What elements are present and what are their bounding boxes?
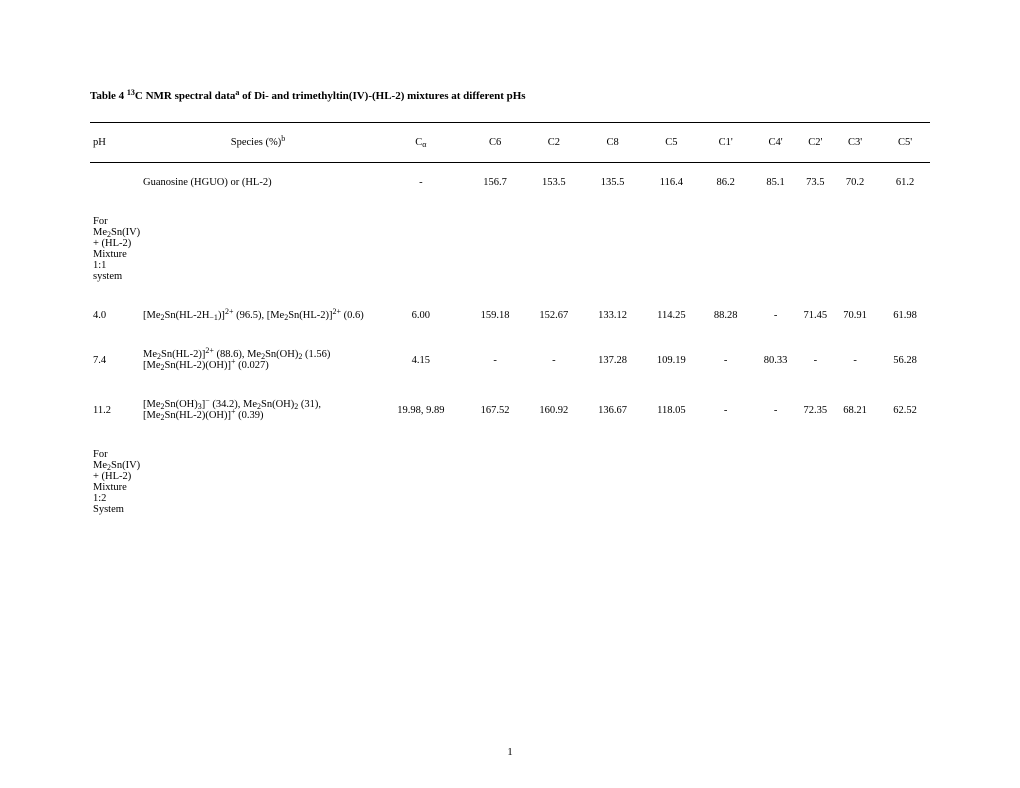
section-row: For Me2Sn(IV) + (HL-2) Mixture 1:2 Syste… bbox=[90, 435, 930, 529]
cell-c6: - bbox=[466, 335, 525, 385]
cell-c1p: - bbox=[701, 385, 751, 435]
data-table: pH Species (%)b Cα C6 C2 C8 C5 C1' C4' C… bbox=[90, 122, 930, 529]
header-calpha: Cα bbox=[376, 123, 466, 163]
section-label: For Me2Sn(IV) + (HL-2) Mixture 1:1 syste… bbox=[90, 202, 930, 296]
cell-c8: 133.12 bbox=[583, 296, 642, 335]
header-species-sup: b bbox=[281, 134, 285, 143]
cell-c6: 156.7 bbox=[466, 163, 525, 203]
title-prefix: Table 4 bbox=[90, 90, 127, 102]
cell-c5: 118.05 bbox=[642, 385, 701, 435]
cell-c8: 136.67 bbox=[583, 385, 642, 435]
cell-c5: 116.4 bbox=[642, 163, 701, 203]
cell-c5p: 61.2 bbox=[880, 163, 930, 203]
cell-ca: - bbox=[376, 163, 466, 203]
cell-c2p: - bbox=[801, 335, 831, 385]
cell-c2: 160.92 bbox=[524, 385, 583, 435]
title-sup2: a bbox=[235, 88, 239, 97]
cell-c2: 152.67 bbox=[524, 296, 583, 335]
cell-c3p: 70.91 bbox=[830, 296, 880, 335]
cell-c2p: 73.5 bbox=[801, 163, 831, 203]
cell-c2p: 71.45 bbox=[801, 296, 831, 335]
header-c6: C6 bbox=[466, 123, 525, 163]
cell-c3p: 68.21 bbox=[830, 385, 880, 435]
cell-species: [Me2Sn(OH)3]− (34.2), Me2Sn(OH)2 (31), [… bbox=[140, 385, 376, 435]
table-row: 4.0 [Me2Sn(HL-2H−1)]2+ (96.5), [Me2Sn(HL… bbox=[90, 296, 930, 335]
section-row: For Me2Sn(IV) + (HL-2) Mixture 1:1 syste… bbox=[90, 202, 930, 296]
cell-ph: 11.2 bbox=[90, 385, 140, 435]
table-title: Table 4 13C NMR spectral dataa of Di- an… bbox=[90, 90, 930, 102]
cell-c8: 135.5 bbox=[583, 163, 642, 203]
header-c4p: C4' bbox=[751, 123, 801, 163]
header-calpha-sub: α bbox=[422, 140, 426, 149]
cell-species: Me2Sn(HL-2)]2+ (88.6), Me2Sn(OH)2 (1.56)… bbox=[140, 335, 376, 385]
page-number: 1 bbox=[0, 746, 1020, 758]
cell-ph: 7.4 bbox=[90, 335, 140, 385]
cell-c1p: - bbox=[701, 335, 751, 385]
cell-species: [Me2Sn(HL-2H−1)]2+ (96.5), [Me2Sn(HL-2)]… bbox=[140, 296, 376, 335]
table-header-row: pH Species (%)b Cα C6 C2 C8 C5 C1' C4' C… bbox=[90, 123, 930, 163]
header-c1p: C1' bbox=[701, 123, 751, 163]
cell-c4p: 85.1 bbox=[751, 163, 801, 203]
cell-c1p: 86.2 bbox=[701, 163, 751, 203]
header-ph: pH bbox=[90, 123, 140, 163]
page-container: Table 4 13C NMR spectral dataa of Di- an… bbox=[0, 0, 1020, 788]
cell-c5: 109.19 bbox=[642, 335, 701, 385]
header-c8: C8 bbox=[583, 123, 642, 163]
header-c3p: C3' bbox=[830, 123, 880, 163]
cell-c4p: 80.33 bbox=[751, 335, 801, 385]
header-species: Species (%)b bbox=[140, 123, 376, 163]
cell-ph bbox=[90, 163, 140, 203]
cell-c4p: - bbox=[751, 296, 801, 335]
cell-c5p: 56.28 bbox=[880, 335, 930, 385]
table-row: 11.2 [Me2Sn(OH)3]− (34.2), Me2Sn(OH)2 (3… bbox=[90, 385, 930, 435]
header-c2p: C2' bbox=[801, 123, 831, 163]
cell-c2p: 72.35 bbox=[801, 385, 831, 435]
cell-c8: 137.28 bbox=[583, 335, 642, 385]
title-rest: of Di- and trimethyltin(IV)-(HL-2) mixtu… bbox=[239, 90, 525, 102]
cell-c1p: 88.28 bbox=[701, 296, 751, 335]
title-mid1: C NMR spectral data bbox=[135, 90, 236, 102]
cell-species: Guanosine (HGUO) or (HL-2) bbox=[140, 163, 376, 203]
cell-c5p: 62.52 bbox=[880, 385, 930, 435]
table-row: Guanosine (HGUO) or (HL-2) - 156.7 153.5… bbox=[90, 163, 930, 203]
table-row: 7.4 Me2Sn(HL-2)]2+ (88.6), Me2Sn(OH)2 (1… bbox=[90, 335, 930, 385]
cell-ph: 4.0 bbox=[90, 296, 140, 335]
header-species-text: Species (%) bbox=[231, 137, 281, 148]
cell-c5: 114.25 bbox=[642, 296, 701, 335]
cell-c2: 153.5 bbox=[524, 163, 583, 203]
cell-c3p: - bbox=[830, 335, 880, 385]
header-c5p: C5' bbox=[880, 123, 930, 163]
cell-ca: 6.00 bbox=[376, 296, 466, 335]
header-c5: C5 bbox=[642, 123, 701, 163]
cell-ca: 4.15 bbox=[376, 335, 466, 385]
title-sup1: 13 bbox=[127, 88, 135, 97]
cell-ca: 19.98, 9.89 bbox=[376, 385, 466, 435]
cell-c2: - bbox=[524, 335, 583, 385]
cell-c5p: 61.98 bbox=[880, 296, 930, 335]
section-label: For Me2Sn(IV) + (HL-2) Mixture 1:2 Syste… bbox=[90, 435, 930, 529]
cell-c4p: - bbox=[751, 385, 801, 435]
header-c2: C2 bbox=[524, 123, 583, 163]
cell-c6: 159.18 bbox=[466, 296, 525, 335]
cell-c3p: 70.2 bbox=[830, 163, 880, 203]
cell-c6: 167.52 bbox=[466, 385, 525, 435]
